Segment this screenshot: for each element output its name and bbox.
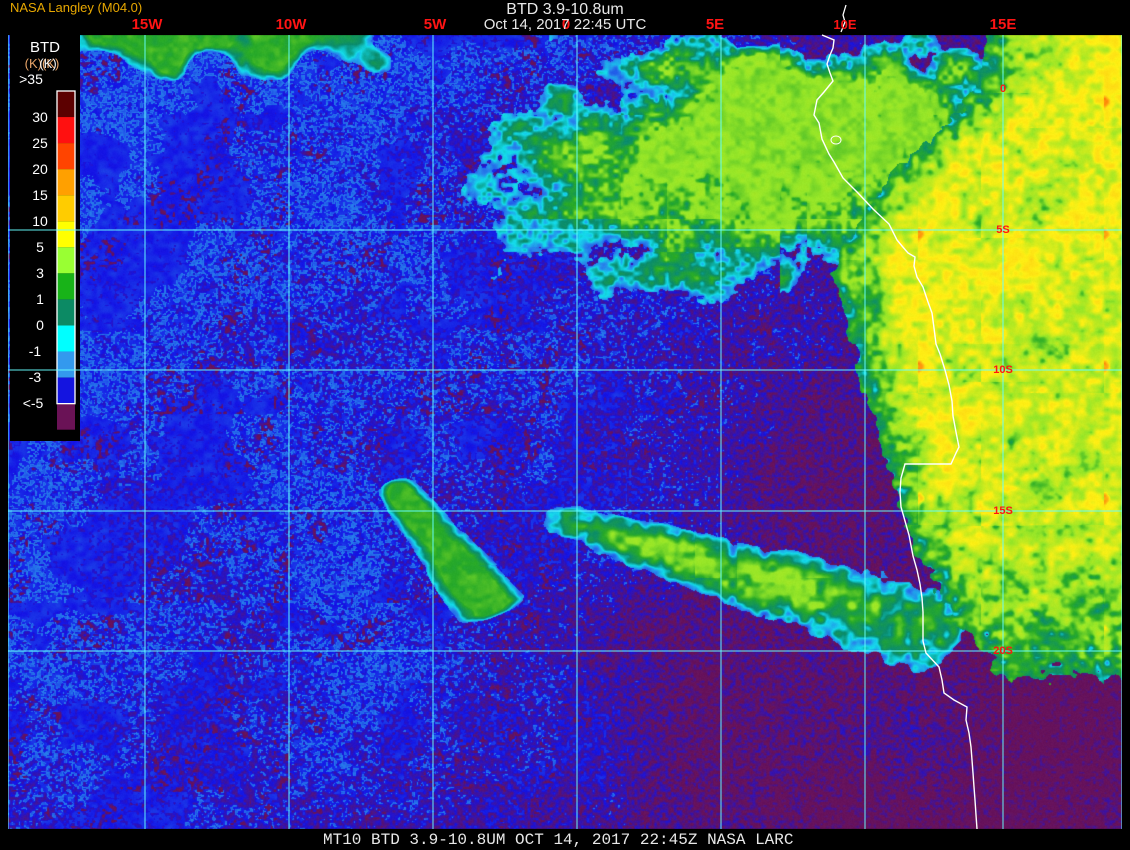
svg-text:5E: 5E (706, 16, 724, 33)
svg-text:10W: 10W (276, 16, 308, 33)
svg-text:NASA Langley (M04.0): NASA Langley (M04.0) (10, 0, 142, 15)
svg-text:15: 15 (32, 187, 48, 203)
svg-text:BTD: BTD (30, 39, 60, 56)
svg-text:20S: 20S (993, 645, 1013, 657)
svg-text:10S: 10S (993, 364, 1013, 376)
svg-text:15W: 15W (132, 16, 164, 33)
svg-text:10E: 10E (833, 17, 856, 32)
svg-text:10: 10 (32, 213, 48, 229)
svg-text:5W: 5W (424, 16, 447, 33)
svg-text:MT10 BTD 3.9-10.8UM OCT: MT10 BTD 3.9-10.8UM OCT 14, 2017 22:45Z … (323, 831, 793, 849)
svg-text:3: 3 (36, 265, 44, 281)
svg-text:-1: -1 (29, 343, 42, 359)
svg-text:1: 1 (36, 291, 44, 307)
svg-text:5: 5 (36, 239, 44, 255)
svg-text:25: 25 (32, 135, 48, 151)
svg-text:5S: 5S (996, 224, 1009, 236)
svg-text:15E: 15E (990, 16, 1017, 33)
svg-text:20: 20 (32, 161, 48, 177)
svg-text:(K): (K) (39, 56, 56, 71)
svg-text:0: 0 (36, 317, 44, 333)
svg-text:<-5: <-5 (23, 395, 44, 411)
svg-text:15S: 15S (993, 505, 1013, 517)
svg-text:>35: >35 (19, 71, 43, 87)
svg-text:Oct 14, 2017 22:45 UTC: Oct 14, 2017 22:45 UTC (484, 16, 647, 33)
svg-text:30: 30 (32, 109, 48, 125)
svg-text:-3: -3 (29, 369, 42, 385)
svg-text:0: 0 (1000, 83, 1006, 95)
